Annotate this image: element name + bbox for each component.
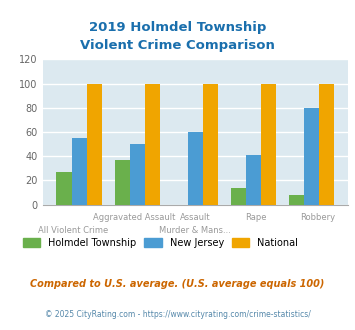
Text: Assault: Assault <box>180 213 211 222</box>
Text: Compared to U.S. average. (U.S. average equals 100): Compared to U.S. average. (U.S. average … <box>30 279 325 289</box>
Bar <box>319 83 334 205</box>
Text: © 2025 CityRating.com - https://www.cityrating.com/crime-statistics/: © 2025 CityRating.com - https://www.city… <box>45 310 310 319</box>
Bar <box>56 172 72 205</box>
Bar <box>188 132 203 205</box>
Text: Rape: Rape <box>246 213 267 222</box>
Bar <box>130 144 145 205</box>
Bar <box>231 188 246 205</box>
Bar <box>87 83 102 205</box>
Bar <box>304 108 319 205</box>
Bar <box>72 138 87 205</box>
Bar <box>115 160 130 205</box>
Legend: Holmdel Township, New Jersey, National: Holmdel Township, New Jersey, National <box>19 234 302 252</box>
Text: All Violent Crime: All Violent Crime <box>38 226 108 235</box>
Bar <box>289 195 304 205</box>
Bar <box>261 83 276 205</box>
Text: Robbery: Robbery <box>300 213 335 222</box>
Bar <box>246 155 261 205</box>
Bar <box>203 83 218 205</box>
Text: 2019 Holmdel Township
Violent Crime Comparison: 2019 Holmdel Township Violent Crime Comp… <box>80 21 275 52</box>
Bar <box>145 83 160 205</box>
Text: Aggravated Assault: Aggravated Assault <box>93 213 175 222</box>
Text: Murder & Mans...: Murder & Mans... <box>159 226 231 235</box>
